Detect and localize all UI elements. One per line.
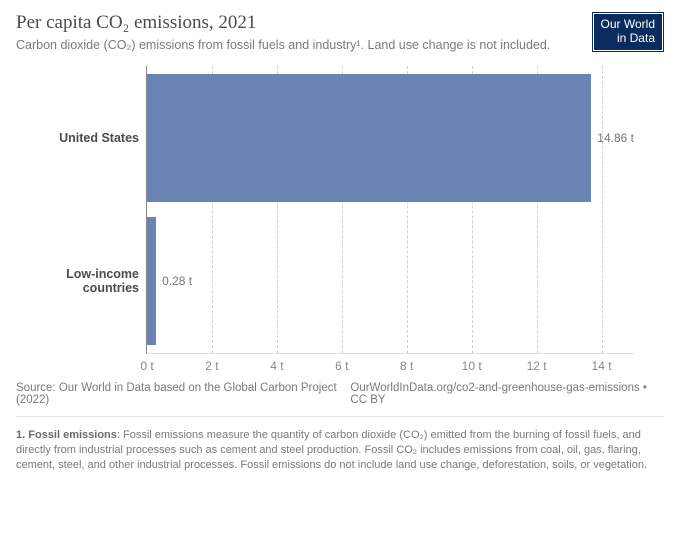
x-tick-label: 2 t	[205, 359, 218, 373]
bar-chart: 0 t 2 t 4 t 6 t 8 t 10 t 12 t 14 t United States…	[16, 66, 664, 376]
chart-subtitle: Carbon dioxide (CO₂) emissions from foss…	[16, 38, 550, 52]
category-label: United States	[17, 131, 147, 145]
logo-line-1: Our World	[601, 18, 655, 32]
footnote: 1. Fossil emissions: Fossil emissions me…	[16, 428, 664, 473]
source-row: Source: Our World in Data based on the G…	[16, 382, 664, 406]
logo-line-2: in Data	[601, 32, 655, 46]
x-tick-label: 8 t	[400, 359, 413, 373]
owid-logo: Our World in Data	[592, 12, 664, 52]
value-label: 0.28 t	[162, 274, 192, 288]
chart-title: Per capita CO₂ emissions, 2021	[16, 12, 550, 34]
x-tick-label: 6 t	[335, 359, 348, 373]
x-tick-label: 4 t	[270, 359, 283, 373]
plot-area: 0 t2 t4 t6 t8 t10 t12 t14 tUnited States…	[146, 66, 634, 354]
x-tick-label: 14 t	[592, 359, 612, 373]
bar-row: Low-income countries0.28 t	[147, 217, 634, 345]
chart-header: Per capita CO₂ emissions, 2021 Carbon di…	[16, 12, 664, 52]
bar	[147, 74, 591, 202]
separator	[16, 416, 664, 417]
x-tick-label: 10 t	[462, 359, 482, 373]
title-block: Per capita CO₂ emissions, 2021 Carbon di…	[16, 12, 550, 52]
value-label: 14.86 t	[597, 131, 634, 145]
bar-row: United States14.86 t	[147, 74, 634, 202]
source-text: Source: Our World in Data based on the G…	[16, 382, 350, 406]
x-tick-label: 0 t	[140, 359, 153, 373]
category-label: Low-income countries	[17, 267, 147, 295]
x-tick-label: 12 t	[527, 359, 547, 373]
attribution-text: OurWorldInData.org/co2-and-greenhouse-ga…	[350, 382, 664, 406]
footnote-label: 1. Fossil emissions	[16, 429, 117, 441]
bar	[147, 217, 156, 345]
